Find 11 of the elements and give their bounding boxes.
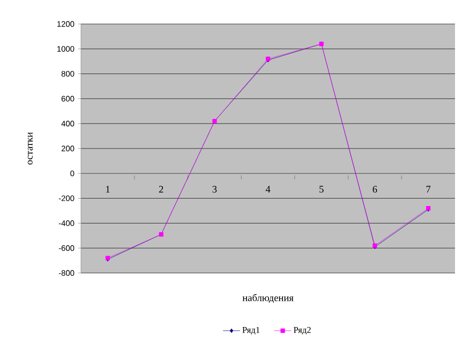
x-tick-label: 6 <box>372 186 378 193</box>
y-axis-title: остатки <box>28 132 33 165</box>
x-tick-label: 4 <box>266 186 270 192</box>
legend-label: Ряд1 <box>242 326 260 335</box>
x-axis-title: наблюдения <box>242 294 294 304</box>
x-tick-label: 2 <box>159 186 164 193</box>
x-tick-label: 5 <box>320 186 324 193</box>
legend-label: Ряд2 <box>294 326 311 335</box>
x-tick-label: 1 <box>106 186 110 192</box>
x-tick-label: 7 <box>426 186 431 192</box>
x-tick-label: 3 <box>212 186 217 193</box>
